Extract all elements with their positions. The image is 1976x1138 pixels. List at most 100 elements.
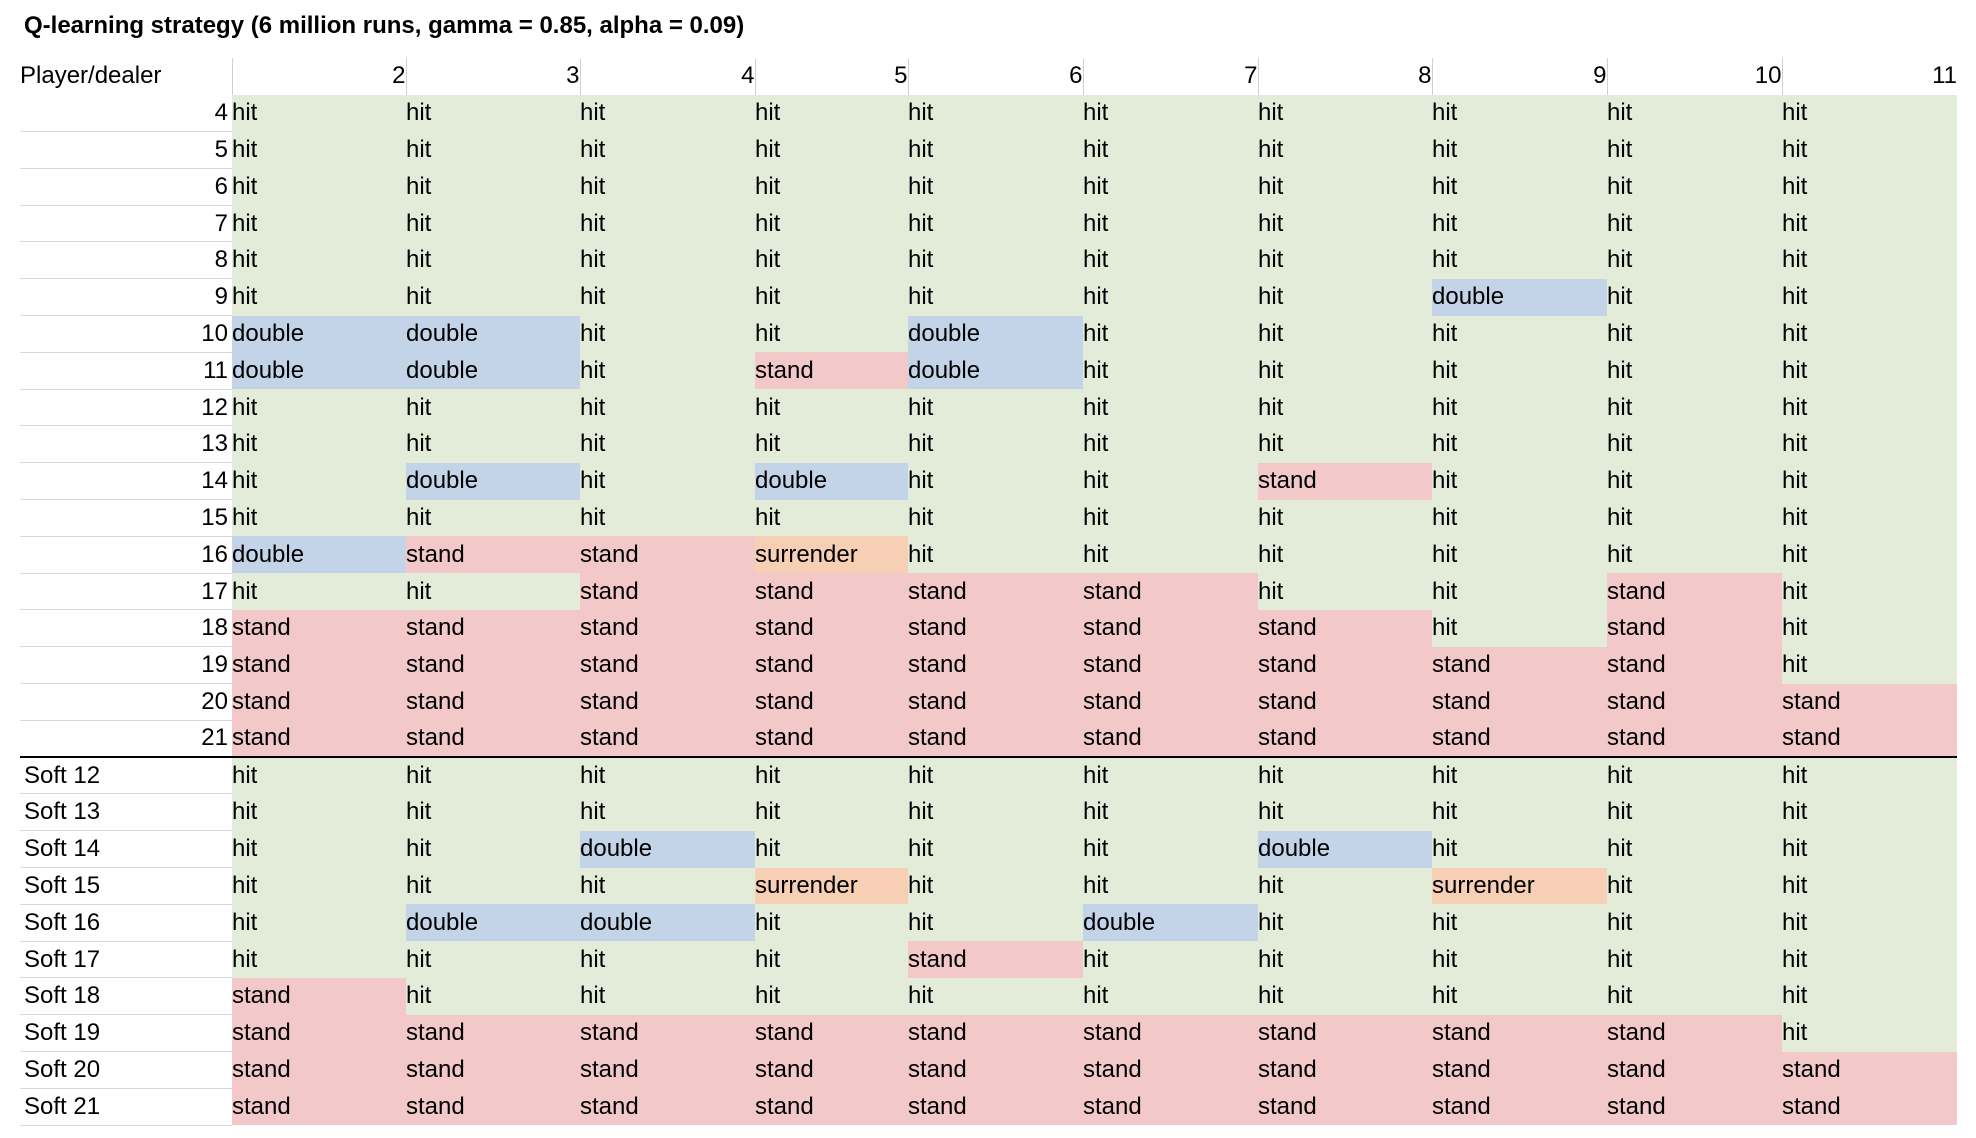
action-cell: hit [232,389,406,426]
action-cell: hit [580,168,755,206]
action-cell: hit [1607,205,1782,242]
action-cell: stand [1083,720,1258,759]
action-cell: stand [1607,1088,1782,1126]
action-cell: hit [1782,425,1957,463]
action-cell: stand [755,720,908,759]
row-label: Soft 18 [20,977,232,1016]
action-cell: hit [232,94,406,132]
row-label: Soft 13 [20,793,232,832]
action-cell: hit [1258,168,1432,206]
action-cell: hit [1607,499,1782,537]
row-label: 18 [20,609,232,648]
action-cell: hit [1083,499,1258,537]
action-cell: stand [755,683,908,721]
action-cell: hit [1258,757,1432,794]
action-cell: surrender [755,536,908,574]
action-cell: hit [1432,573,1607,610]
action-cell: hit [580,757,755,794]
action-cell: hit [232,131,406,169]
action-cell: hit [1258,499,1432,537]
action-cell: hit [1083,278,1258,316]
action-cell: hit [1607,757,1782,794]
action-cell: stand [580,1014,755,1052]
action-cell: hit [406,941,580,978]
row-label: 21 [20,720,232,759]
table-row: 14 hit double hit double hit hit stand hit hit hit [20,462,1957,501]
action-cell: surrender [1432,867,1607,905]
dealer-column-header: 2 [232,58,407,95]
action-cell: hit [1782,830,1957,868]
action-cell: surrender [755,867,908,905]
action-cell: double [755,462,908,500]
action-cell: stand [908,720,1083,759]
action-cell: hit [1083,793,1258,831]
action-cell: stand [908,941,1083,978]
action-cell: hit [232,278,406,316]
action-cell: hit [1083,205,1258,242]
action-cell: hit [1083,425,1258,463]
action-cell: double [406,904,580,942]
row-label: Soft 12 [20,757,232,795]
action-cell: stand [1782,1088,1957,1126]
action-cell: hit [755,205,908,242]
action-cell: hit [1782,462,1957,500]
table-row: 9 hit hit hit hit hit hit hit double hit hit [20,278,1957,317]
dealer-column-header: 11 [1932,62,1957,90]
table-row: Soft 17 hit hit hit hit stand hit hit hit hit hit [20,941,1957,979]
action-cell: stand [406,536,580,574]
action-cell: hit [1432,904,1607,942]
action-cell: hit [232,241,406,279]
action-cell: hit [908,425,1083,463]
action-cell: double [406,315,580,353]
action-cell: stand [1083,609,1258,647]
action-cell: stand [406,646,580,684]
table-row: 12 hit hit hit hit hit hit hit hit hit hit [20,389,1957,427]
action-cell: hit [1607,278,1782,316]
action-cell: hit [1432,830,1607,868]
action-cell: hit [755,241,908,279]
action-cell: hit [1782,315,1957,353]
action-cell: hit [406,278,580,316]
action-cell: hit [1607,536,1782,574]
action-cell: stand [406,1014,580,1052]
header-row: Player/dealer 2 3 4 5 6 7 8 9 10 11 [20,58,1957,95]
action-cell: hit [1083,462,1258,500]
row-label: 8 [20,241,232,280]
action-cell: hit [1607,352,1782,390]
action-cell: stand [1782,683,1957,721]
row-label: 20 [20,683,232,721]
action-cell: stand [232,1088,406,1126]
action-cell: hit [1607,941,1782,978]
action-cell: stand [1258,1088,1432,1126]
action-cell: stand [580,720,755,759]
dealer-column-header: 6 [908,58,1084,95]
action-cell: hit [908,977,1083,1015]
action-cell: hit [1607,793,1782,831]
action-cell: stand [1258,609,1432,647]
action-cell: double [908,352,1083,390]
action-cell: hit [1258,389,1432,426]
action-cell: hit [580,462,755,500]
action-cell: stand [755,573,908,610]
action-cell: hit [1607,830,1782,868]
action-cell: hit [1782,646,1957,684]
action-cell: hit [1258,94,1432,132]
row-label: 14 [20,462,232,501]
action-cell: stand [232,1051,406,1089]
row-label: 6 [20,168,232,206]
action-cell: stand [1432,683,1607,721]
row-label: Soft 20 [20,1051,232,1089]
action-cell: hit [1432,241,1607,279]
table-row: 6 hit hit hit hit hit hit hit hit hit hit [20,168,1957,206]
action-cell: hit [1607,462,1782,500]
table-row: 19 stand stand stand stand stand stand stand sta… [20,646,1957,685]
action-cell: hit [406,168,580,206]
action-cell: hit [1258,352,1432,390]
action-cell: hit [1782,205,1957,242]
action-cell: stand [1083,683,1258,721]
action-cell: hit [1258,131,1432,169]
action-cell: stand [580,609,755,647]
action-cell: stand [1432,1088,1607,1126]
action-cell: hit [755,830,908,868]
action-cell: stand [1607,1051,1782,1089]
